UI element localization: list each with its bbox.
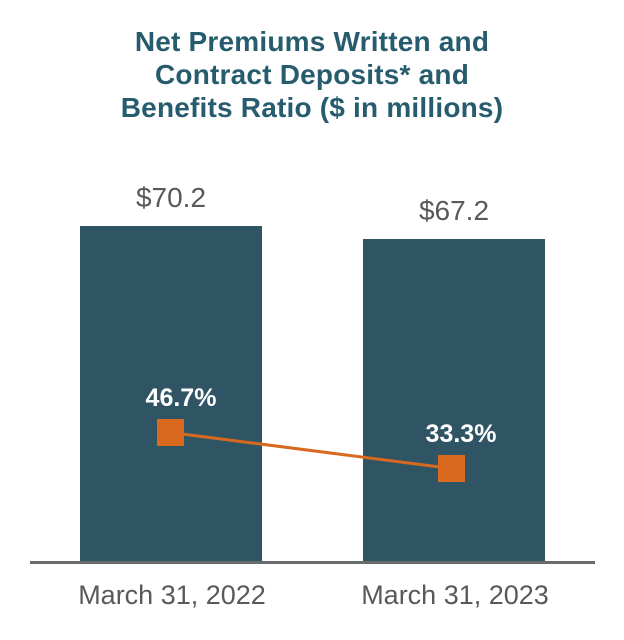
- ratio-marker-2023: [438, 455, 465, 482]
- ratio-label-2023: 33.3%: [425, 420, 497, 448]
- chart-title-line-2: Contract Deposits* and: [155, 59, 469, 90]
- chart-title: Net Premiums Written and Contract Deposi…: [0, 25, 624, 124]
- ratio-marker-2022: [157, 419, 184, 446]
- chart-title-line-3: Benefits Ratio ($ in millions): [120, 92, 504, 123]
- bar-value-label-2023: $67.2: [418, 195, 490, 226]
- bar-march-2022: [80, 226, 262, 562]
- x-tick-label-2023: March 31, 2023: [361, 580, 549, 610]
- chart-title-line-1: Net Premiums Written and: [134, 26, 490, 57]
- x-axis-line: [30, 561, 595, 564]
- bar-march-2023: [363, 239, 545, 562]
- bar-value-label-2022: $70.2: [135, 182, 207, 213]
- x-tick-label-2022: March 31, 2022: [78, 580, 266, 610]
- ratio-label-2022: 46.7%: [145, 384, 217, 412]
